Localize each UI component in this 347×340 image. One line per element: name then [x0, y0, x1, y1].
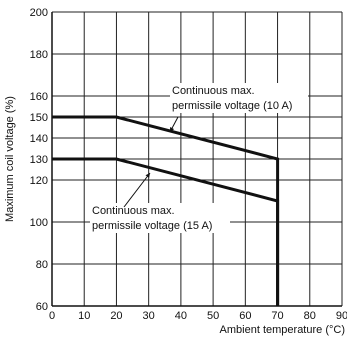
annotation-2: Continuous max. permissile voltage (15 A) [90, 172, 230, 233]
y-axis-label: Maximum coil voltage (%) [4, 96, 16, 222]
x-tick-label: 10 [78, 310, 90, 322]
annotation-background [170, 83, 308, 113]
x-tick-label: 30 [143, 310, 155, 322]
annotation-text-line: Continuous max. [92, 205, 175, 217]
y-tick-label: 140 [30, 133, 48, 145]
y-tick-label: 60 [36, 301, 48, 313]
x-tick-label: 70 [271, 310, 283, 322]
tick-labels: 0 10 20 30 40 50 60 70 80 90 60 80 100 120 130 140 150 16… [30, 7, 347, 322]
series-line-2 [52, 157, 280, 306]
x-axis-label: Ambient temperature (°C) [220, 324, 345, 336]
x-tick-label: 60 [239, 310, 251, 322]
annotation-text-line: Continuous max. [172, 85, 255, 97]
annotation-arrowhead [145, 173, 150, 178]
annotation-arrowhead [170, 127, 175, 132]
y-tick-label: 130 [30, 154, 48, 166]
x-tick-label: 80 [304, 310, 316, 322]
annotation-text-line: permissile voltage (10 A) [172, 100, 292, 112]
y-tick-label: 200 [30, 7, 48, 19]
y-tick-label: 160 [30, 91, 48, 103]
x-tick-label: 90 [336, 310, 347, 322]
y-tick-label: 100 [30, 217, 48, 229]
y-tick-label: 150 [30, 112, 48, 124]
x-tick-label: 20 [110, 310, 122, 322]
x-tick-label: 0 [49, 310, 55, 322]
y-tick-label: 180 [30, 49, 48, 61]
annotations: Continuous max. permissile voltage (10 A)… [90, 83, 308, 233]
x-tick-label: 40 [175, 310, 187, 322]
annotation-text-line: permissile voltage (15 A) [92, 220, 212, 232]
x-tick-label: 50 [207, 310, 219, 322]
annotation-leader-line [123, 172, 151, 208]
y-tick-label: 120 [30, 175, 48, 187]
y-tick-label: 80 [36, 259, 48, 271]
annotation-1: Continuous max. permissile voltage (10 A) [169, 83, 308, 133]
annotation-background [90, 203, 230, 233]
series-group [52, 115, 280, 306]
